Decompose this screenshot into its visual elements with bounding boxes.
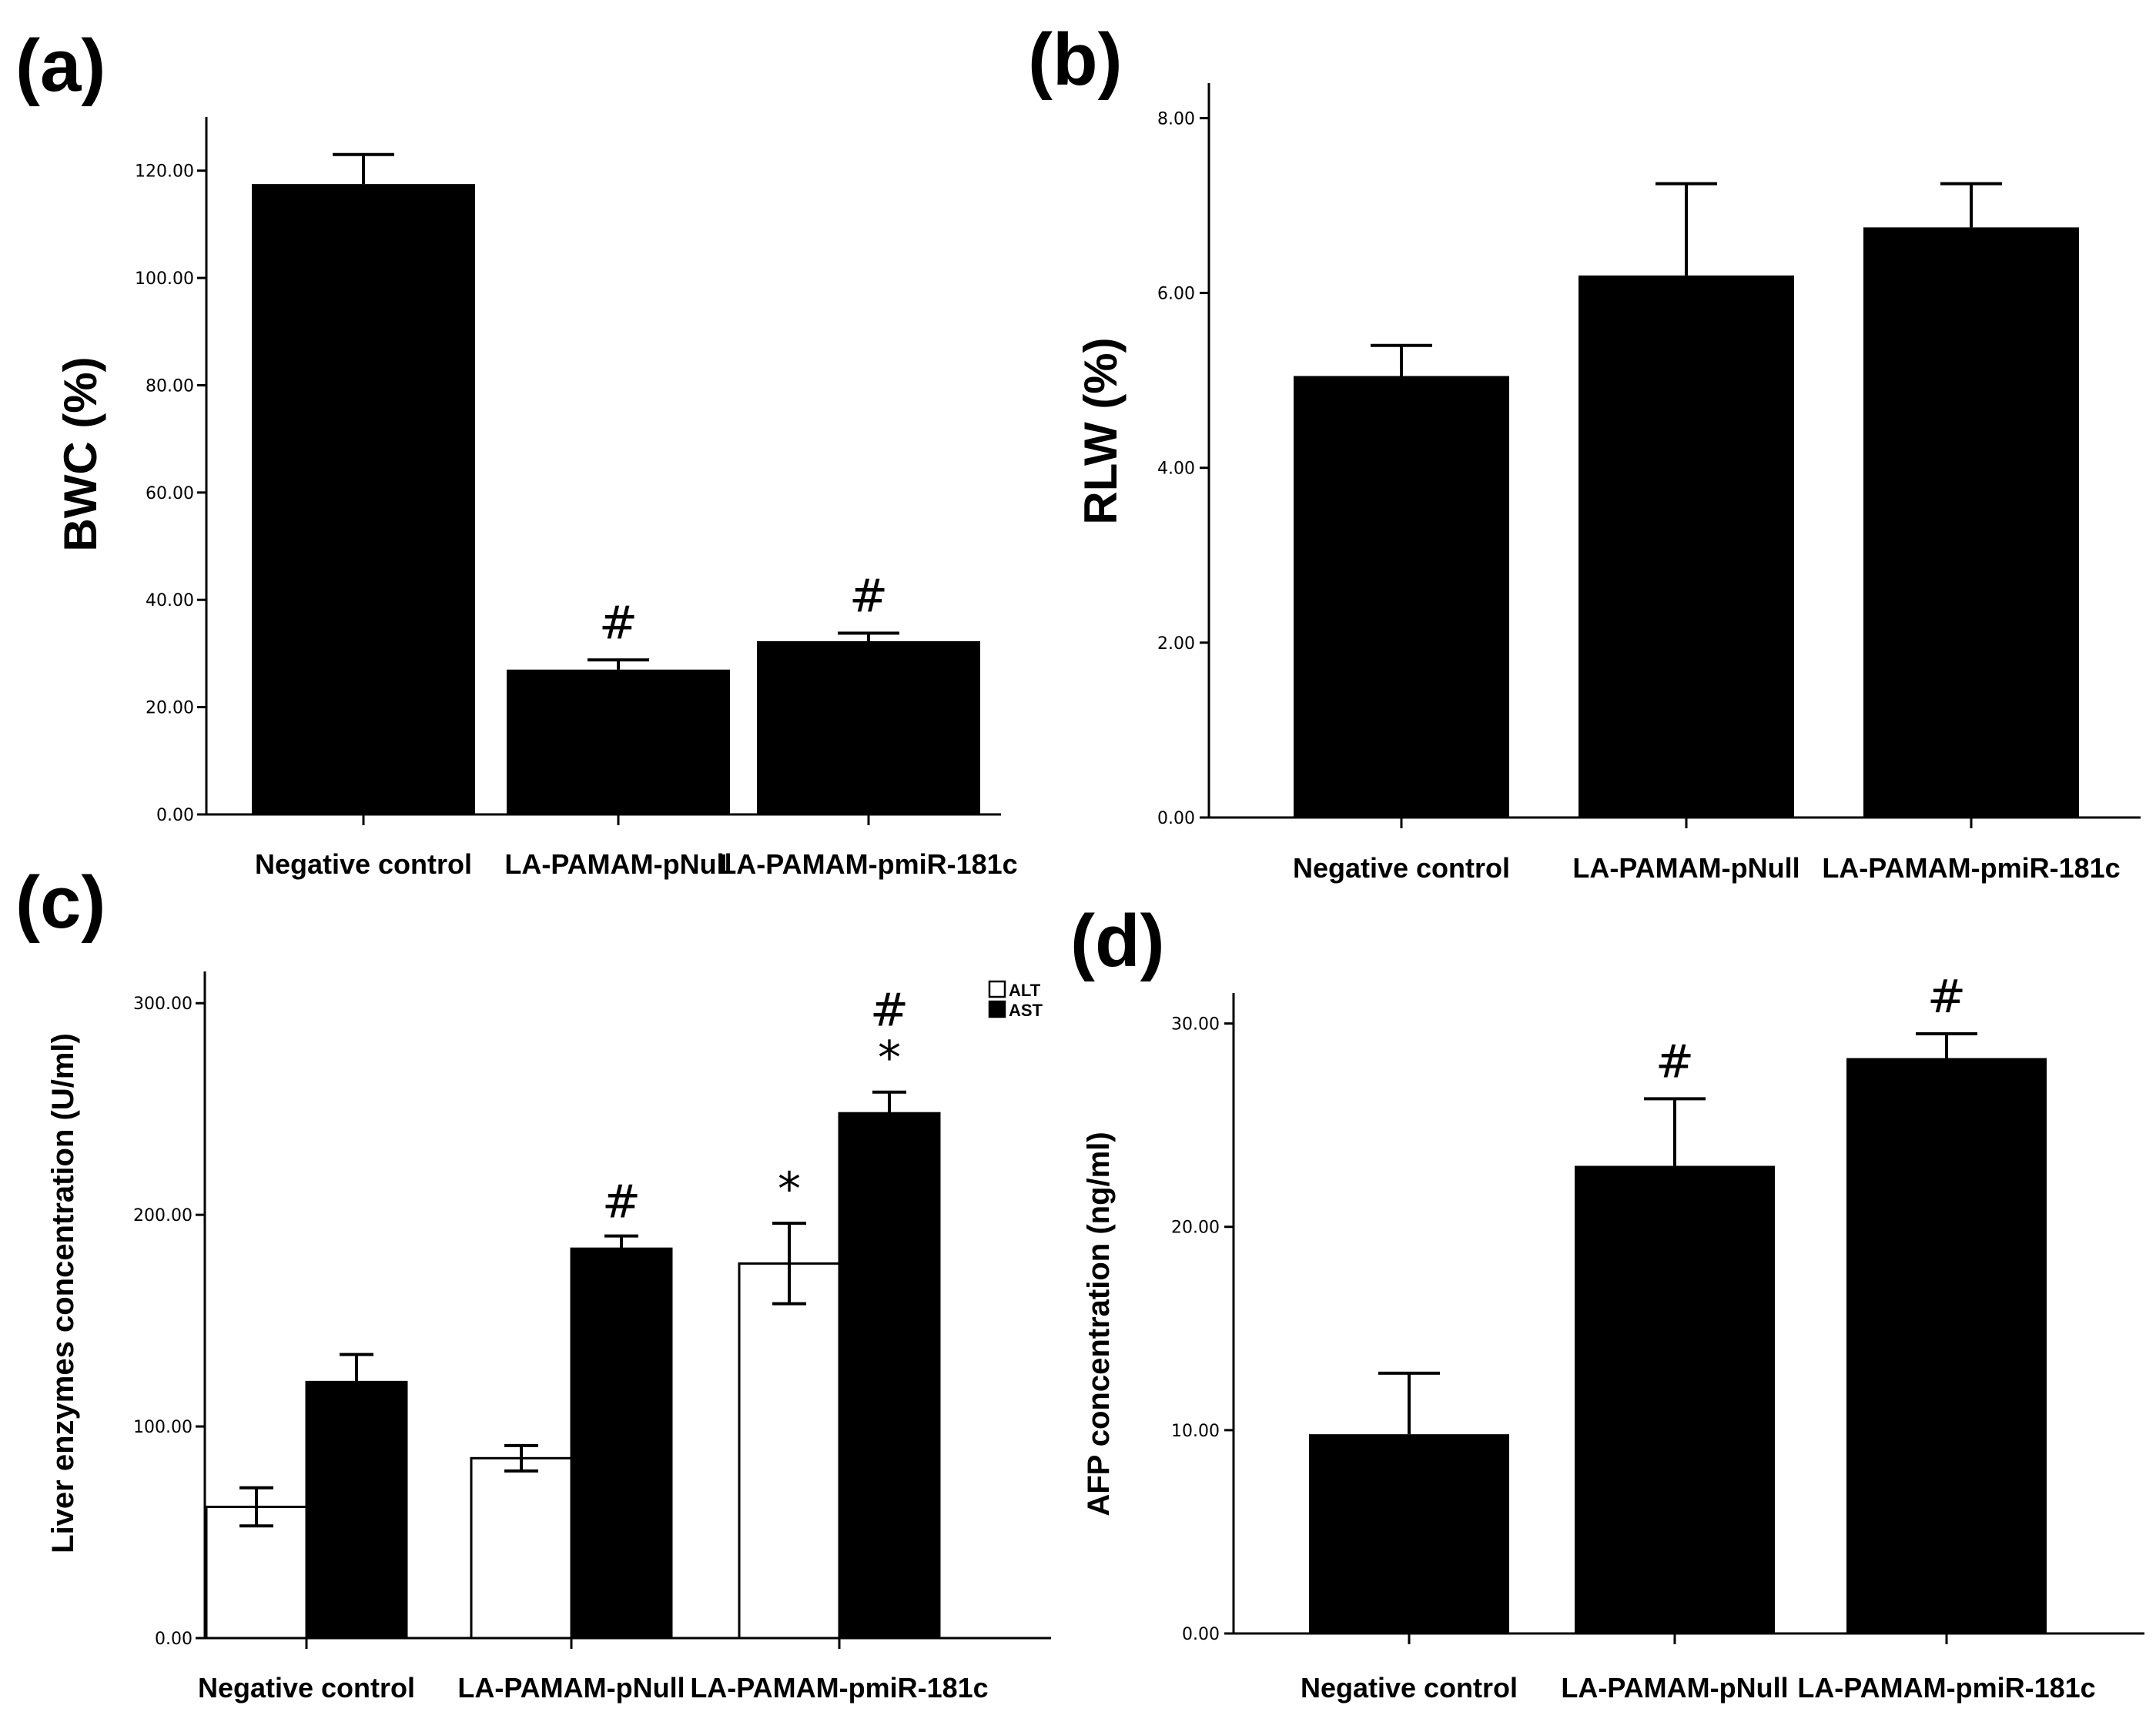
- bar-annotation: #: [599, 596, 638, 650]
- panel-b-label: (b): [1028, 18, 1123, 101]
- y-tick-label: 0.00: [1182, 1625, 1220, 1644]
- y-tick-label: 0.00: [156, 806, 194, 825]
- y-tick-label: 0.00: [155, 1630, 192, 1649]
- bar-ast: [305, 1380, 408, 1640]
- panel-c: (c) Liver enzymes concentration (U/ml) 0…: [15, 861, 1051, 1704]
- bar-annotation-line-0: #: [870, 984, 909, 1038]
- bar: [252, 184, 475, 815]
- bar-annotation: #: [602, 1175, 641, 1229]
- y-tick-label: 4.00: [1157, 460, 1195, 479]
- x-tick-label: Negative control: [255, 848, 472, 880]
- y-tick-label: 0.00: [1157, 809, 1195, 828]
- bar: [507, 669, 730, 814]
- panel-b-y-axis-label: RLW (%): [1075, 337, 1127, 524]
- y-tick-label: 80.00: [146, 376, 194, 396]
- y-tick-label: 100.00: [135, 269, 194, 289]
- x-tick-label: Negative control: [1293, 852, 1510, 884]
- panel-c-plot-area: 0.00 100.00 200.00 300.00 Negative control LA…: [133, 971, 1051, 1704]
- bar: [757, 640, 980, 814]
- y-tick-label: 20.00: [146, 699, 194, 718]
- panel-d-plot-area: 0.00 10.00 20.00 30.00 Negative control LA-PA…: [1171, 970, 2144, 1704]
- panel-d-label: (d): [1070, 900, 1165, 982]
- bar-annotation: #: [1656, 1035, 1694, 1088]
- bar-alt: [205, 1506, 308, 1640]
- y-tick-label: 40.00: [146, 591, 194, 610]
- x-tick-label: Negative control: [198, 1672, 415, 1704]
- x-tick-label: LA-PAMAM-pNull: [457, 1672, 685, 1704]
- panel-d: (d) AFP concentration (ng/ml) 0.00 10.00 2…: [1070, 900, 2144, 1704]
- y-tick-label: 30.00: [1171, 1015, 1220, 1035]
- y-tick-label: 6.00: [1157, 285, 1195, 304]
- legend-swatch-ast: [988, 1000, 1006, 1018]
- panel-c-legend: ALT AST: [988, 980, 1043, 1020]
- y-tick-label: 300.00: [133, 995, 192, 1014]
- panel-c-y-axis-label: Liver enzymes concentration (U/ml): [46, 1033, 80, 1553]
- y-tick-label: 60.00: [146, 484, 194, 503]
- bar: [1309, 1434, 1509, 1633]
- y-tick-label: 200.00: [133, 1206, 192, 1225]
- bar-ast: [570, 1247, 673, 1640]
- legend-label-alt: ALT: [1009, 981, 1041, 1000]
- bar: [1578, 275, 1794, 818]
- y-tick-label: 10.00: [1171, 1422, 1220, 1441]
- bar-annotation: #: [1927, 970, 1966, 1024]
- panel-a-label: (a): [15, 25, 105, 107]
- y-tick-label: 120.00: [135, 162, 194, 182]
- bar: [1294, 376, 1509, 818]
- x-tick-label: LA-PAMAM-pmiR-181c: [719, 848, 1017, 880]
- panel-b-plot-area: 0.00 2.00 4.00 6.00 8.00 Negative control LA-P…: [1157, 83, 2141, 884]
- panel-c-label: (c): [15, 861, 105, 944]
- panel-d-y-axis-label: AFP concentration (ng/ml): [1082, 1132, 1116, 1516]
- panel-a-plot-area: 0.00 20.00 40.00 60.00 80.00 100.00 120.00 Nega…: [135, 117, 1018, 880]
- panel-b: (b) RLW (%) 0.00 2.00 4.00 6.00 8.00 Negative…: [1028, 18, 2141, 884]
- panel-a-y-axis-label: BWC (%): [55, 356, 106, 551]
- panel-a: (a) BWC (%) 0.00 20.00 40.00 60.00 80.00 100.…: [15, 25, 1018, 880]
- x-tick-label: LA-PAMAM-pmiR-181c: [690, 1672, 988, 1704]
- x-tick-label: LA-PAMAM-pNull: [1572, 852, 1799, 884]
- bar-annotation-line-1: *: [878, 1032, 901, 1085]
- x-tick-label: LA-PAMAM-pmiR-181c: [1797, 1672, 2095, 1704]
- bar: [1846, 1058, 2047, 1633]
- legend-label-ast: AST: [1009, 1001, 1043, 1020]
- legend-swatch-alt: [988, 980, 1006, 998]
- bar-alt: [470, 1456, 573, 1640]
- bar: [1575, 1165, 1775, 1633]
- bar-annotation: #: [849, 569, 888, 623]
- x-tick-label: LA-PAMAM-pNull: [1561, 1672, 1788, 1704]
- y-tick-label: 20.00: [1171, 1219, 1220, 1238]
- y-tick-label: 8.00: [1157, 109, 1195, 129]
- bar-ast: [838, 1112, 941, 1640]
- bar-alt: [738, 1262, 841, 1640]
- x-tick-label: LA-PAMAM-pNull: [504, 848, 732, 880]
- y-tick-label: 2.00: [1157, 634, 1195, 654]
- bar-annotation: *: [778, 1162, 801, 1216]
- bar: [1863, 227, 2079, 818]
- x-tick-label: LA-PAMAM-pmiR-181c: [1822, 852, 2120, 884]
- x-tick-label: Negative control: [1301, 1672, 1518, 1704]
- y-tick-label: 100.00: [133, 1418, 192, 1437]
